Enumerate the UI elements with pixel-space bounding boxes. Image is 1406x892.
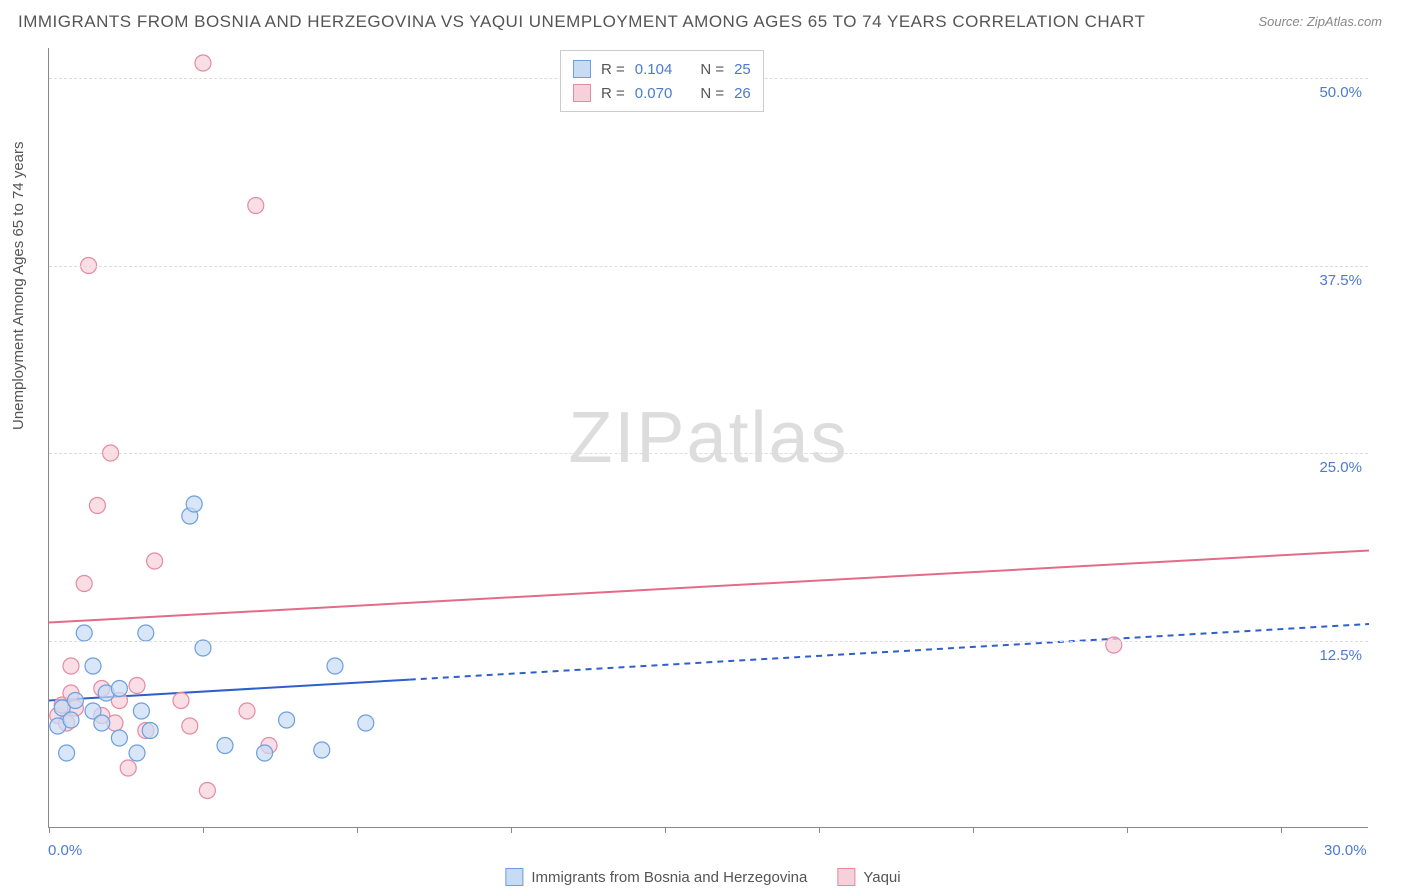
data-point	[142, 723, 158, 739]
data-point	[76, 625, 92, 641]
stat-n-label: N =	[700, 61, 724, 78]
data-point	[248, 198, 264, 214]
legend-stats-row: R = 0.104 N = 25	[573, 57, 751, 81]
legend-item-blue: Immigrants from Bosnia and Herzegovina	[505, 868, 807, 886]
stat-n-value: 25	[734, 61, 751, 78]
plot-area: ZIPatlas 12.5%25.0%37.5%50.0%	[48, 48, 1368, 828]
data-point	[138, 625, 154, 641]
legend-swatch-pink	[837, 868, 855, 886]
data-point	[111, 681, 127, 697]
bottom-legend: Immigrants from Bosnia and Herzegovina Y…	[505, 868, 900, 886]
data-point	[76, 576, 92, 592]
trend-line	[49, 551, 1369, 623]
gridline	[49, 453, 1368, 454]
data-point	[63, 712, 79, 728]
x-tick	[1127, 827, 1128, 833]
stat-r-value: 0.070	[635, 85, 673, 102]
data-point	[94, 715, 110, 731]
stat-r-value: 0.104	[635, 61, 673, 78]
data-point	[147, 553, 163, 569]
x-tick	[1281, 827, 1282, 833]
data-point	[1106, 637, 1122, 653]
data-point	[111, 730, 127, 746]
stat-r-label: R =	[601, 61, 625, 78]
data-point	[173, 693, 189, 709]
data-point	[133, 703, 149, 719]
data-point	[182, 718, 198, 734]
data-point	[327, 658, 343, 674]
data-point	[85, 658, 101, 674]
x-tick	[49, 827, 50, 833]
x-tick	[973, 827, 974, 833]
data-point	[89, 498, 105, 514]
y-tick-label: 25.0%	[1319, 459, 1362, 476]
data-point	[239, 703, 255, 719]
legend-swatch-blue	[505, 868, 523, 886]
legend-swatch-blue	[573, 60, 591, 78]
y-axis-label: Unemployment Among Ages 65 to 74 years	[10, 141, 27, 430]
stat-n-label: N =	[700, 85, 724, 102]
data-point	[257, 745, 273, 761]
x-tick	[357, 827, 358, 833]
data-point	[59, 745, 75, 761]
data-point	[195, 640, 211, 656]
data-point	[199, 783, 215, 799]
data-point	[120, 760, 136, 776]
legend-item-pink: Yaqui	[837, 868, 900, 886]
y-tick-label: 50.0%	[1319, 84, 1362, 101]
data-point	[129, 678, 145, 694]
stat-r-label: R =	[601, 85, 625, 102]
data-point	[195, 55, 211, 71]
gridline	[49, 266, 1368, 267]
trend-line	[410, 624, 1369, 680]
y-tick-label: 12.5%	[1319, 647, 1362, 664]
x-tick-label: 30.0%	[1324, 842, 1367, 859]
stat-n-value: 26	[734, 85, 751, 102]
source-label: Source: ZipAtlas.com	[1258, 14, 1382, 29]
chart-title: IMMIGRANTS FROM BOSNIA AND HERZEGOVINA V…	[18, 12, 1145, 32]
legend-stats-row: R = 0.070 N = 26	[573, 81, 751, 105]
x-tick-label: 0.0%	[48, 842, 82, 859]
legend-swatch-pink	[573, 84, 591, 102]
x-tick	[665, 827, 666, 833]
legend-stats: R = 0.104 N = 25 R = 0.070 N = 26	[560, 50, 764, 112]
legend-label-pink: Yaqui	[863, 869, 900, 886]
legend-label-blue: Immigrants from Bosnia and Herzegovina	[531, 869, 807, 886]
data-point	[186, 496, 202, 512]
data-point	[67, 693, 83, 709]
data-point	[217, 738, 233, 754]
y-tick-label: 37.5%	[1319, 272, 1362, 289]
gridline	[49, 641, 1368, 642]
data-point	[63, 658, 79, 674]
data-point	[279, 712, 295, 728]
x-tick	[819, 827, 820, 833]
x-tick	[511, 827, 512, 833]
data-point	[358, 715, 374, 731]
data-point	[314, 742, 330, 758]
plot-svg	[49, 48, 1368, 827]
x-tick	[203, 827, 204, 833]
data-point	[129, 745, 145, 761]
